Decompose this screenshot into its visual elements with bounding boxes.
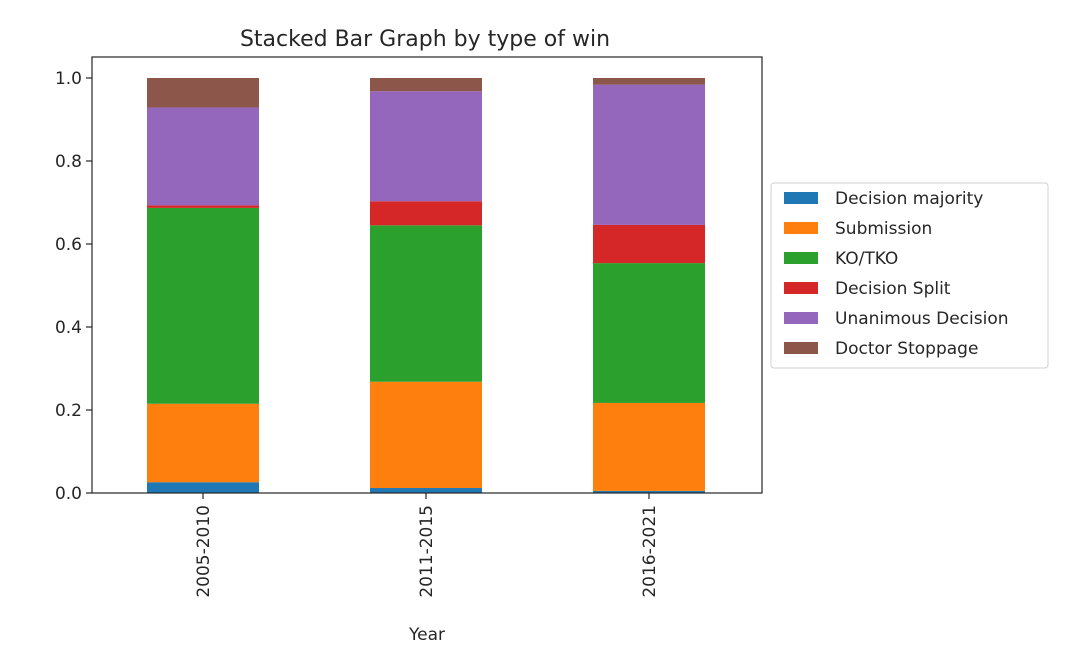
x-axis-label: Year <box>408 625 445 645</box>
bar-segment-2011-2015-submission <box>370 381 482 489</box>
x-tick-label: 2005-2010 <box>194 505 214 598</box>
bar-segment-2011-2015-decision-split <box>370 201 482 226</box>
x-tick-label: 2011-2015 <box>417 505 437 598</box>
y-tick-label: 0.4 <box>55 318 82 338</box>
bars-group <box>147 78 705 493</box>
legend-label: Decision Split <box>835 279 951 299</box>
bar-segment-2016-2021-decision-split <box>593 224 705 264</box>
bar-segment-2011-2015-ko-tko <box>370 225 482 382</box>
y-tick-label: 0.0 <box>55 484 82 504</box>
y-tick-label: 0.8 <box>55 152 82 172</box>
legend-label: Unanimous Decision <box>835 309 1009 329</box>
bar-segment-2005-2010-decision-split <box>147 205 259 208</box>
bar-segment-2011-2015-unanimous-decision <box>370 91 482 202</box>
y-tick-label: 1.0 <box>55 69 82 89</box>
legend: Decision majority Submission KO/TKO Decisio… <box>770 182 1049 369</box>
x-axis: 2005-2010 2011-2015 2016-2021 <box>194 493 660 598</box>
y-tick-label: 0.2 <box>55 401 82 421</box>
bar-segment-2005-2010-submission <box>147 403 259 483</box>
bar-segment-2016-2021-submission <box>593 402 705 491</box>
bar-segment-2016-2021-unanimous-decision <box>593 84 705 225</box>
legend-swatch <box>784 222 818 234</box>
bar-segment-2005-2010-decision-majority <box>147 482 259 493</box>
legend-swatch <box>784 312 818 324</box>
legend-swatch <box>784 192 818 204</box>
legend-box <box>770 182 1049 369</box>
x-tick-label: 2016-2021 <box>640 505 660 598</box>
bar-segment-2011-2015-decision-majority <box>370 488 482 493</box>
bar-segment-2005-2010-doctor-stoppage <box>147 78 259 108</box>
chart-title: Stacked Bar Graph by type of win <box>240 27 610 52</box>
legend-swatch <box>784 252 818 264</box>
y-tick-label: 0.6 <box>55 235 82 255</box>
bar-segment-2016-2021-ko-tko <box>593 263 705 403</box>
legend-label: KO/TKO <box>835 249 898 269</box>
legend-label: Decision majority <box>835 189 983 209</box>
bar-segment-2016-2021-decision-majority <box>593 490 705 493</box>
legend-label: Submission <box>835 219 932 239</box>
legend-swatch <box>784 282 818 294</box>
plot-frame <box>91 56 763 494</box>
legend-swatch <box>784 342 818 354</box>
y-axis: 0.0 0.2 0.4 0.6 0.8 1.0 <box>55 69 92 504</box>
bar-segment-2005-2010-unanimous-decision <box>147 107 259 206</box>
legend-label: Doctor Stoppage <box>835 339 978 359</box>
bar-segment-2011-2015-doctor-stoppage <box>370 78 482 92</box>
bar-segment-2005-2010-ko-tko <box>147 207 259 404</box>
bar-segment-2016-2021-doctor-stoppage <box>593 78 705 85</box>
